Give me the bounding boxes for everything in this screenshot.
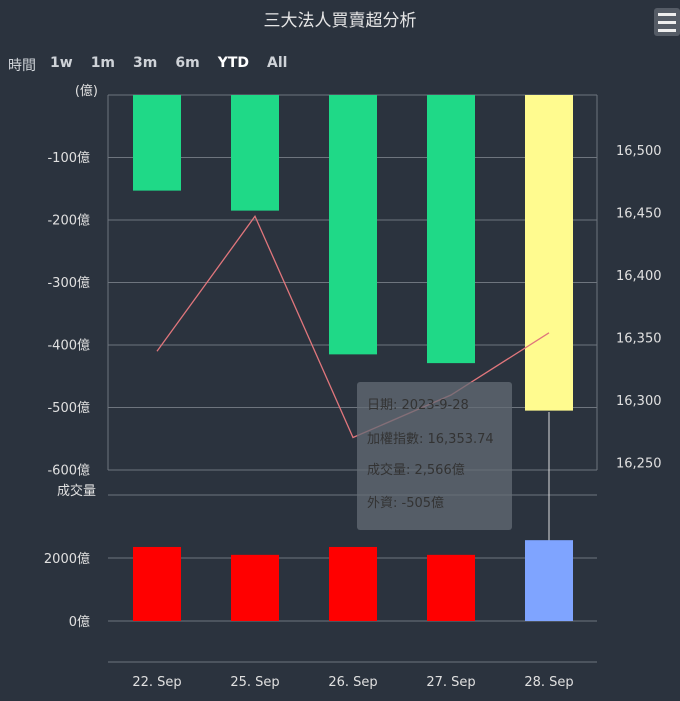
right-tick: 16,250 (616, 457, 662, 472)
hamburger-icon[interactable] (654, 8, 680, 36)
tooltip-volume: 成交量: 2,566億 (367, 463, 465, 478)
range-all[interactable]: All (267, 55, 288, 71)
volume-bar (525, 540, 573, 621)
volume-tick: 2000億 (44, 551, 90, 567)
tooltip-date: 日期: 2023-9-28 (367, 398, 469, 413)
foreign-bar (133, 95, 181, 191)
volume-bar (329, 546, 377, 621)
foreign-bar (329, 95, 377, 355)
x-tick: 22. Sep (132, 675, 181, 690)
left-axis-unit: (億) (75, 83, 98, 99)
left-tick: -600億 (47, 463, 90, 479)
right-tick: 16,450 (616, 207, 662, 222)
range-6m[interactable]: 6m (175, 55, 200, 71)
volume-title: 成交量 (57, 483, 96, 499)
x-tick: 26. Sep (328, 675, 377, 690)
volume-tick: 0億 (69, 614, 90, 630)
left-tick: -500億 (47, 400, 90, 416)
foreign-bar (427, 95, 475, 364)
left-tick: -400億 (47, 338, 90, 354)
range-label: 時間 (8, 58, 36, 74)
index-line (156, 214, 550, 439)
x-tick: 25. Sep (230, 675, 279, 690)
volume-bar (427, 554, 475, 621)
range-3m[interactable]: 3m (133, 55, 158, 71)
tooltip: 日期: 2023-9-28 加權指數: 16,353.74 成交量: 2,566… (357, 382, 512, 530)
chart-title: 三大法人買賣超分析 (263, 11, 417, 31)
right-tick: 16,400 (616, 269, 662, 284)
left-tick: -100億 (47, 150, 90, 166)
range-ytd[interactable]: YTD (217, 55, 250, 71)
tooltip-index: 加權指數: 16,353.74 (367, 432, 494, 447)
right-tick: 16,300 (616, 394, 662, 409)
x-tick: 28. Sep (524, 675, 573, 690)
range-selector: 時間 1w 1m 3m 6m YTD All (8, 55, 305, 75)
volume-bar (231, 554, 279, 621)
range-1m[interactable]: 1m (90, 55, 116, 71)
left-tick: -300億 (47, 275, 90, 291)
left-tick: -200億 (47, 213, 90, 229)
range-1w[interactable]: 1w (50, 55, 73, 71)
foreign-bar (525, 95, 573, 411)
volume-bar (133, 546, 181, 621)
foreign-bar (231, 95, 279, 211)
tooltip-foreign: 外資: -505億 (367, 496, 445, 511)
x-tick: 27. Sep (426, 675, 475, 690)
right-tick: 16,500 (616, 144, 662, 159)
right-tick: 16,350 (616, 332, 662, 347)
